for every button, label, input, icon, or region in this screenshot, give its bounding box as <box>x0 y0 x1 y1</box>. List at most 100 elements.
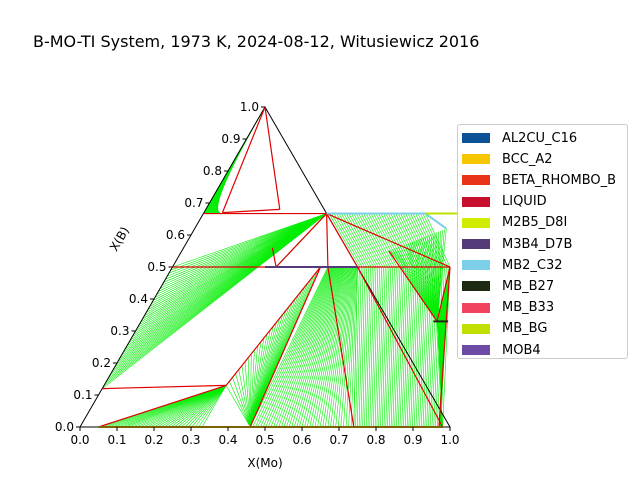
tie-line <box>151 213 327 304</box>
tie-line <box>286 266 339 428</box>
tie-line <box>376 266 382 428</box>
legend-swatch <box>462 302 490 313</box>
tie-line <box>343 266 355 428</box>
y-tick-label: 0.3 <box>110 324 129 338</box>
tie-line <box>402 213 430 268</box>
phase-boundary <box>225 266 321 386</box>
tie-line <box>385 213 414 268</box>
tie-line <box>235 373 251 428</box>
tie-line <box>364 266 369 428</box>
tie-line <box>156 213 327 295</box>
legend-item: MB_BG <box>462 320 547 338</box>
tie-line <box>436 321 443 428</box>
tie-line <box>198 385 227 428</box>
y-axis-label: X(B) <box>107 224 132 253</box>
tie-line <box>201 385 227 428</box>
phase-boundary <box>388 250 438 322</box>
legend-item: M3B4_D7B <box>462 235 572 253</box>
tie-line <box>249 318 280 428</box>
tie-line <box>365 266 371 428</box>
tie-line <box>327 266 351 428</box>
tie-line <box>328 213 361 268</box>
tie-line <box>403 266 410 428</box>
tie-line <box>249 266 329 428</box>
phase-boundary <box>221 106 266 213</box>
tie-line <box>360 266 366 428</box>
tie-line <box>395 213 423 268</box>
tie-line <box>168 213 327 274</box>
tie-line <box>432 233 438 322</box>
tie-line <box>332 266 352 428</box>
y-tick-label: 0.0 <box>55 420 74 434</box>
legend-swatch <box>462 196 490 207</box>
tie-line <box>241 365 251 428</box>
tie-line <box>426 236 438 322</box>
tie-line <box>419 238 438 322</box>
tie-line <box>163 385 227 428</box>
tie-line <box>322 266 349 428</box>
tie-line <box>405 266 412 428</box>
tie-line <box>265 266 333 428</box>
x-tick-label: 0.5 <box>255 433 274 447</box>
tie-line <box>249 314 284 428</box>
tie-line <box>337 266 354 428</box>
tie-line <box>181 385 227 428</box>
tie-line <box>345 266 356 428</box>
tie-line <box>247 357 251 428</box>
tie-line <box>238 369 251 428</box>
tie-line <box>170 213 327 271</box>
tie-line <box>392 266 399 428</box>
tie-line <box>353 213 384 268</box>
tie-line <box>398 247 438 322</box>
x-tick-label: 0.3 <box>181 433 200 447</box>
tie-line <box>299 266 343 428</box>
legend-item: MB2_C32 <box>462 256 563 274</box>
tie-line <box>160 213 327 289</box>
phase-boundary <box>271 247 277 268</box>
tie-line <box>392 249 438 322</box>
tie-line <box>153 213 327 301</box>
tie-line <box>385 266 392 428</box>
tie-line <box>436 230 441 322</box>
tie-line <box>229 381 251 428</box>
tie-line <box>268 266 334 428</box>
legend-item: AL2CU_C16 <box>462 129 577 147</box>
legend-swatch <box>462 323 490 334</box>
legend-label: MB_B27 <box>502 278 555 294</box>
tie-line <box>413 241 438 322</box>
tie-line <box>319 266 349 428</box>
tie-line <box>249 341 262 428</box>
tie-line <box>350 266 358 428</box>
legend-label: M3B4_D7B <box>502 236 573 252</box>
phase-boundary <box>249 266 322 428</box>
tie-line <box>381 266 388 428</box>
legend-item: MB_B27 <box>462 277 554 295</box>
tie-line <box>249 345 258 428</box>
legend-swatch <box>462 154 490 165</box>
legend-item: M2B5_D8I <box>462 214 567 232</box>
tie-line <box>436 228 447 322</box>
tie-line <box>397 266 405 428</box>
tie-line <box>257 266 331 428</box>
tie-line <box>436 229 445 322</box>
tie-line <box>304 266 344 428</box>
tie-line <box>420 213 446 268</box>
tie-line <box>417 266 425 428</box>
tie-line <box>154 213 327 298</box>
legend-swatch <box>462 239 490 249</box>
tie-line <box>383 266 390 428</box>
x-tick-label: 0.9 <box>403 433 422 447</box>
tie-line <box>368 213 398 268</box>
x-tick-label: 0.8 <box>366 433 385 447</box>
tie-line <box>158 213 327 292</box>
tie-line <box>280 266 338 428</box>
tie-line <box>338 213 370 268</box>
tie-line <box>436 231 439 322</box>
legend-label: LIQUID <box>502 194 547 210</box>
tie-line <box>225 385 251 428</box>
chart-title: B-MO-TI System, 1973 K, 2024-08-12, Witu… <box>33 32 480 51</box>
tie-line <box>421 238 438 322</box>
y-tick-label: 0.4 <box>129 292 148 306</box>
tie-line <box>358 213 388 268</box>
tie-line <box>410 266 417 428</box>
